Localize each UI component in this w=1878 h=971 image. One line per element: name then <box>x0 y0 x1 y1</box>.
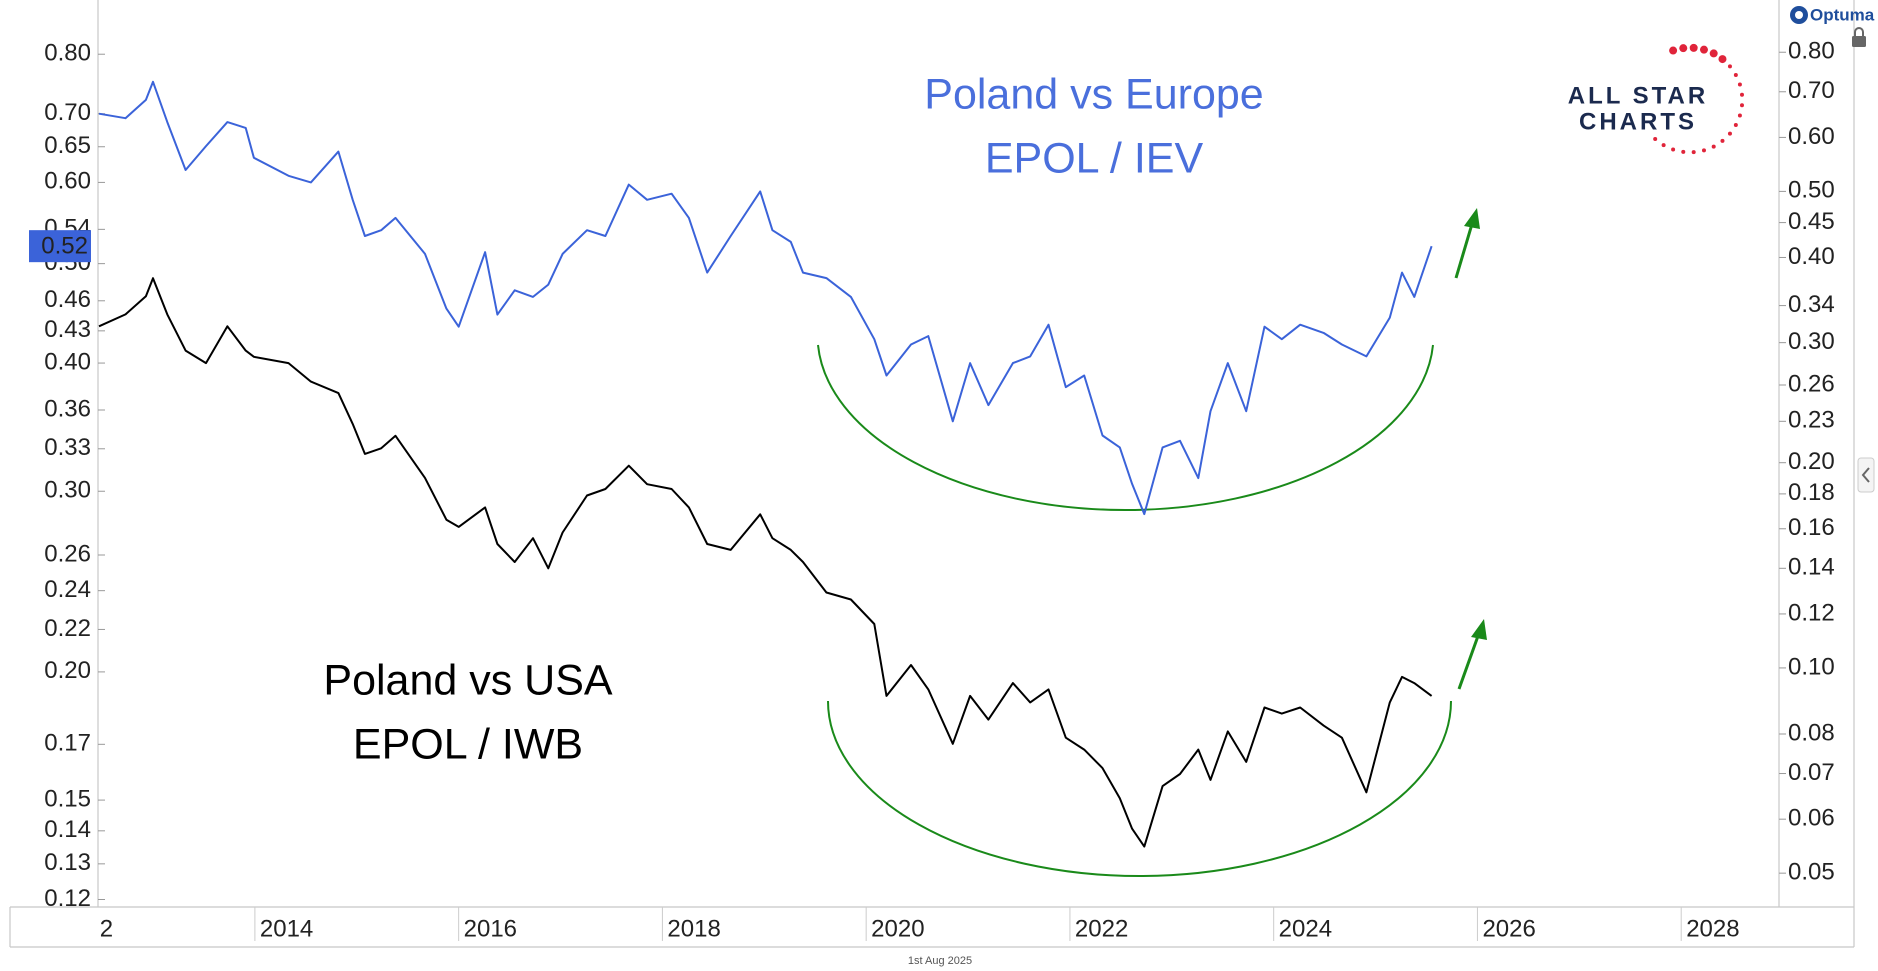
y-tick-label: 0.14 <box>44 816 91 843</box>
y2-tick-label: 0.30 <box>1788 328 1835 355</box>
annotation: EPOL / IWB <box>353 720 583 768</box>
y2-tick-label: 0.14 <box>1788 554 1835 581</box>
x-tick-label: 2 <box>100 915 113 942</box>
y-tick-label: 0.65 <box>44 132 91 159</box>
y2-tick-label: 0.07 <box>1788 759 1835 786</box>
y-tick-label: 0.33 <box>44 434 91 461</box>
y2-tick-label: 0.08 <box>1788 719 1835 746</box>
side-tab[interactable] <box>1857 457 1875 493</box>
last-value-box <box>29 230 91 263</box>
x-tick-label: 2022 <box>1075 915 1128 942</box>
annotation: EPOL / IEV <box>985 134 1204 182</box>
logo-star <box>1733 72 1738 77</box>
y2-tick-label: 0.34 <box>1788 291 1835 318</box>
y-tick-label: 0.26 <box>44 540 91 567</box>
y-tick-label: 0.60 <box>44 168 91 195</box>
logo-star <box>1701 148 1706 153</box>
date-label: 1st Aug 2025 <box>908 955 972 967</box>
y-tick-label: 0.12 <box>44 885 91 912</box>
brand: Optuma <box>1790 5 1875 24</box>
y-tick-label: 0.40 <box>44 348 91 375</box>
series-line <box>98 277 1433 848</box>
y2-tick-label: 0.40 <box>1788 243 1835 270</box>
x-tick-label: 2014 <box>260 915 313 942</box>
x-tick-label: 2028 <box>1686 915 1739 942</box>
y-tick-label: 0.30 <box>44 477 91 504</box>
y-tick-label: 0.17 <box>44 730 91 757</box>
logo-star <box>1720 138 1725 143</box>
logo-star <box>1739 103 1744 108</box>
y-tick-label: 0.22 <box>44 615 91 642</box>
logo-star <box>1711 144 1716 149</box>
y2-tick-label: 0.45 <box>1788 208 1835 235</box>
annotation: Poland vs USA <box>323 656 613 704</box>
x-tick-label: 2020 <box>871 915 924 942</box>
logo-star <box>1669 46 1678 55</box>
logo-star <box>1691 150 1696 155</box>
logo-star <box>1681 149 1686 154</box>
logo-line: ALL STAR <box>1568 82 1708 109</box>
y2-tick-label: 0.18 <box>1788 479 1835 506</box>
y-tick-label: 0.20 <box>44 657 91 684</box>
up-arrows <box>1454 208 1487 690</box>
y2-tick-label: 0.26 <box>1788 370 1835 397</box>
y2-tick-label: 0.60 <box>1788 123 1835 150</box>
y2-tick-label: 0.20 <box>1788 448 1835 475</box>
y2-tick-label: 0.10 <box>1788 653 1835 680</box>
y2-tick-label: 0.05 <box>1788 859 1835 886</box>
y-tick-label: 0.36 <box>44 395 91 422</box>
logo-star <box>1737 113 1742 118</box>
logo-star <box>1679 44 1688 53</box>
y2-tick-label: 0.50 <box>1788 177 1835 204</box>
y-tick-label: 0.24 <box>44 576 91 603</box>
x-tick-label: 2024 <box>1279 915 1332 942</box>
logo-star <box>1733 123 1738 128</box>
y2-tick-label: 0.06 <box>1788 805 1835 832</box>
lock-icon <box>1852 27 1866 47</box>
logo-star <box>1727 131 1732 136</box>
last-value-label: 0.52 <box>41 233 88 260</box>
base-arc <box>817 344 1434 512</box>
logo-star <box>1718 55 1727 64</box>
y2-tick-label: 0.23 <box>1788 407 1835 434</box>
annotation: Poland vs Europe <box>924 70 1263 118</box>
y-tick-label: 0.43 <box>44 316 91 343</box>
x-tick-label: 2016 <box>464 915 517 942</box>
base-arc <box>827 700 1452 877</box>
logo-star <box>1671 147 1676 152</box>
logo-star <box>1709 49 1718 58</box>
y-tick-label: 0.70 <box>44 99 91 126</box>
y-tick-label: 0.15 <box>44 785 91 812</box>
logo-line: CHARTS <box>1579 108 1697 135</box>
y-tick-label: 0.13 <box>44 849 91 876</box>
logo-star <box>1737 82 1742 87</box>
series-line <box>98 80 1433 516</box>
logo-star <box>1689 43 1698 52</box>
logo-star <box>1699 45 1708 54</box>
logo-star <box>1739 92 1744 97</box>
y2-tick-label: 0.16 <box>1788 514 1835 541</box>
y-tick-label: 0.80 <box>44 40 91 67</box>
y2-tick-label: 0.70 <box>1788 77 1835 104</box>
y2-tick-label: 0.12 <box>1788 599 1835 626</box>
logo: ALL STAR CHARTS <box>1568 43 1744 155</box>
x-tick-label: 2026 <box>1482 915 1535 942</box>
brand-name: Optuma <box>1810 5 1875 24</box>
side-tab-arrow <box>1861 467 1870 483</box>
logo-star <box>1653 136 1658 141</box>
y-tick-label: 0.46 <box>44 286 91 313</box>
logo-star <box>1727 64 1732 69</box>
logo-star <box>1661 143 1666 148</box>
x-tick-label: 2018 <box>667 915 720 942</box>
y2-tick-label: 0.80 <box>1788 38 1835 65</box>
